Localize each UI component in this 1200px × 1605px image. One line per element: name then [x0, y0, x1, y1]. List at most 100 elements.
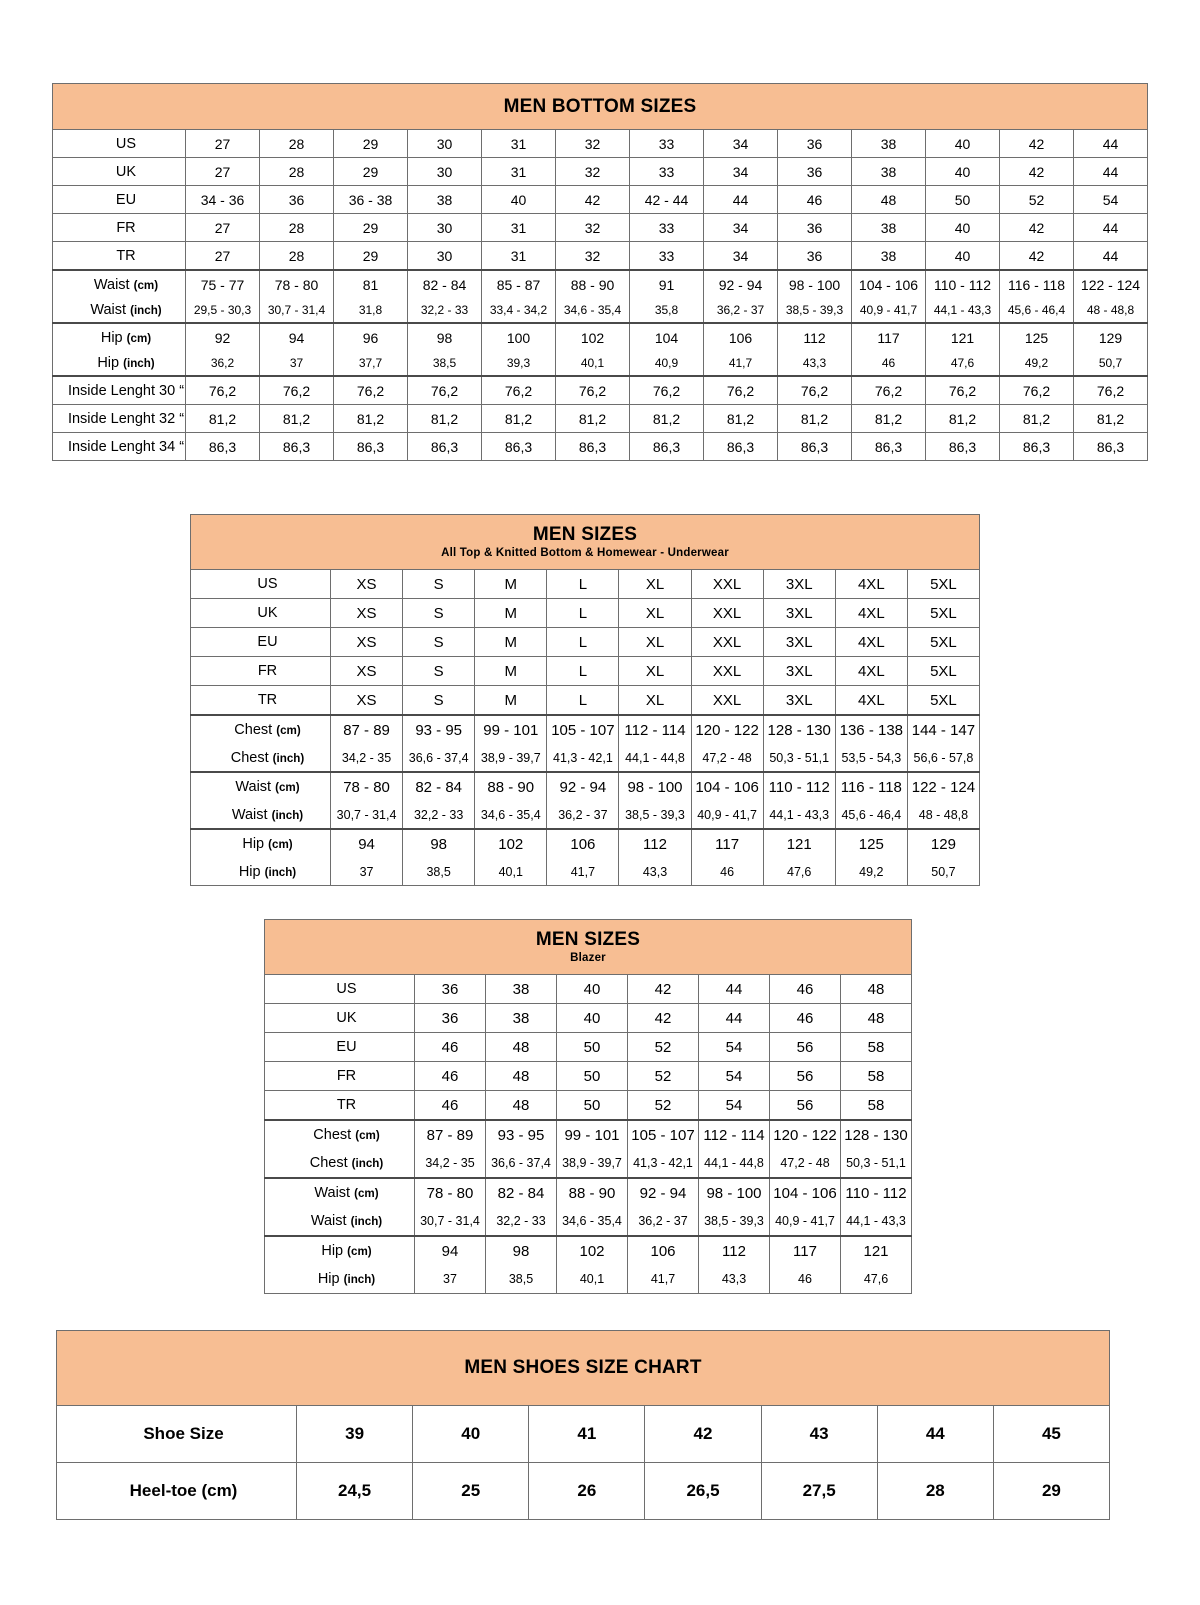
cell: 110 - 112 — [925, 269, 1000, 298]
cell: 42 — [627, 974, 699, 1005]
cell: 49,2 — [999, 351, 1074, 377]
cell: 81,2 — [555, 404, 630, 433]
table-row: EU XS S M L XL XXL 3XL 4XL 5XL — [190, 627, 981, 658]
table-row: Chest (inch) 34,2 - 35 36,6 - 37,4 38,9 … — [190, 744, 981, 773]
cell: 28 — [259, 157, 334, 186]
cell: 116 - 118 — [999, 269, 1074, 298]
cell: 36,2 - 37 — [546, 801, 620, 830]
cell: L — [546, 569, 620, 600]
cell: 92 - 94 — [546, 771, 620, 802]
cell: 86,3 — [777, 432, 852, 461]
cell: 48 — [485, 1090, 557, 1121]
cell: 34,2 - 35 — [329, 744, 404, 773]
cell: 36,2 — [185, 351, 260, 377]
cell: 36,2 - 37 — [627, 1207, 699, 1237]
row-label-us: US — [190, 569, 331, 600]
label-unit: (cm) — [354, 1187, 379, 1201]
cell: 42 — [999, 129, 1074, 158]
cell: 104 - 106 — [690, 771, 764, 802]
cell: 125 — [834, 828, 908, 859]
cell: 27 — [185, 129, 260, 158]
cell: 100 — [481, 322, 556, 351]
cell: 86,3 — [999, 432, 1074, 461]
cell: 36 — [777, 241, 852, 271]
cell: 3XL — [762, 598, 836, 629]
cell: 78 - 80 — [329, 771, 404, 802]
cell: 40,1 — [474, 858, 548, 887]
cell: 117 — [769, 1235, 841, 1266]
cell: 81,2 — [333, 404, 408, 433]
cell: 34,6 - 35,4 — [556, 1207, 628, 1237]
cell: 40,9 — [629, 351, 704, 377]
cell: 5XL — [906, 569, 981, 600]
cell: 37 — [259, 351, 334, 377]
cell: 44 — [876, 1405, 994, 1463]
cell: 88 - 90 — [474, 771, 548, 802]
cell: 41,3 - 42,1 — [546, 744, 620, 773]
cell: 48 - 48,8 — [1073, 298, 1148, 324]
cell: 42 — [555, 185, 630, 214]
cell: 86,3 — [555, 432, 630, 461]
cell: 31 — [481, 241, 556, 271]
cell: 48 — [851, 185, 926, 214]
cell: 48 — [485, 1061, 557, 1092]
row-label-waist-inch: Waist (inch) — [264, 1207, 415, 1237]
cell: 76,2 — [851, 375, 926, 405]
cell: 36,2 - 37 — [703, 298, 778, 324]
cell: 81,2 — [925, 404, 1000, 433]
label-text: Chest — [309, 1155, 348, 1172]
cell: 30 — [407, 157, 482, 186]
cell: 42 — [999, 157, 1074, 186]
table-row: TR 27 28 29 30 31 32 33 34 36 38 40 42 4… — [52, 241, 1148, 271]
cell: 30 — [407, 213, 482, 242]
cell: 104 - 106 — [769, 1177, 841, 1208]
cell: 75 - 77 — [185, 269, 260, 298]
cell: 40,9 - 41,7 — [769, 1207, 841, 1237]
cell: 5XL — [906, 685, 981, 716]
table-row: EU 34 - 36 36 36 - 38 38 40 42 42 - 44 4… — [52, 185, 1148, 214]
cell: 32 — [555, 241, 630, 271]
cell: 122 - 124 — [1073, 269, 1148, 298]
label-text: Waist — [231, 806, 268, 823]
table-row: US 27 28 29 30 31 32 33 34 36 38 40 42 4… — [52, 129, 1148, 158]
cell: 30 — [407, 129, 482, 158]
cell: 38,5 — [407, 351, 482, 377]
table-row: TR 46 48 50 52 54 56 58 — [264, 1090, 912, 1121]
row-label-hip-inch: Hip (inch) — [52, 351, 186, 377]
cell: 34,6 - 35,4 — [474, 801, 548, 830]
table-row: UK 36 38 40 42 44 46 48 — [264, 1003, 912, 1034]
row-label-waist-cm: Waist (cm) — [264, 1177, 415, 1208]
cell: 76,2 — [777, 375, 852, 405]
cell: 5XL — [906, 627, 981, 658]
cell: 50,7 — [1073, 351, 1148, 377]
cell: 42 — [999, 241, 1074, 271]
cell: 32 — [555, 157, 630, 186]
cell: 5XL — [906, 656, 981, 687]
cell: 85 - 87 — [481, 269, 556, 298]
cell: 33,4 - 34,2 — [481, 298, 556, 324]
cell: 46 — [414, 1032, 486, 1063]
cell: 28 — [259, 241, 334, 271]
cell: 40 — [925, 213, 1000, 242]
label-text: Hip — [100, 329, 123, 346]
table-row: Heel-toe (cm) 24,5 25 26 26,5 27,5 28 29 — [56, 1462, 1111, 1520]
cell: 44 — [698, 1003, 770, 1034]
table-row: Hip (inch) 37 38,5 40,1 41,7 43,3 46 47,… — [190, 858, 981, 887]
cell: 81,2 — [777, 404, 852, 433]
row-label-tr: TR — [52, 241, 186, 271]
label-unit: (cm) — [276, 724, 301, 738]
label-unit: (cm) — [347, 1245, 372, 1259]
cell: 86,3 — [629, 432, 704, 461]
cell: 30,7 - 31,4 — [259, 298, 334, 324]
table-row: Inside Lenght 34 “ 86,3 86,3 86,3 86,3 8… — [52, 432, 1148, 461]
cell: 38,5 - 39,3 — [777, 298, 852, 324]
cell: 33 — [629, 241, 704, 271]
table-row: Waist (cm) 78 - 80 82 - 84 88 - 90 92 - … — [190, 771, 981, 802]
cell: 82 - 84 — [402, 771, 476, 802]
cell: 38 — [851, 241, 926, 271]
cell: 48 - 48,8 — [906, 801, 981, 830]
cell: 40 — [412, 1405, 530, 1463]
cell: 34 — [703, 241, 778, 271]
cell: L — [546, 627, 620, 658]
